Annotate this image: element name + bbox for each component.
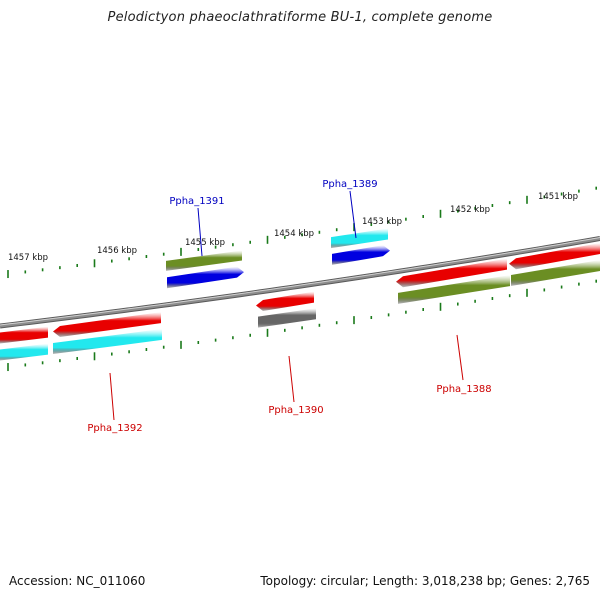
- scale-label: 1456 kbp: [97, 246, 137, 256]
- gene-label-leader: [109, 372, 115, 421]
- gene-label: Ppha_1391: [169, 196, 224, 207]
- page-title: Pelodictyon phaeoclathratiforme BU-1, co…: [107, 10, 493, 25]
- backbone-highlight: [0, 237, 600, 326]
- gene-feature-olive: [398, 275, 510, 304]
- gene-label: Ppha_1388: [436, 384, 491, 395]
- scale-label: 1454 kbp: [274, 229, 314, 239]
- gene-feature-cyan: [331, 228, 388, 249]
- gene-label-leader: [288, 355, 295, 403]
- gene-feature-cyan: [53, 328, 162, 355]
- gene-feature-red: [53, 312, 161, 338]
- scale-label: 1451 kbp: [538, 192, 578, 202]
- gene-feature-red: [396, 258, 507, 288]
- gene-label: Ppha_1392: [87, 423, 142, 434]
- gene-label-leader: [349, 190, 357, 239]
- accession-label: Accession: NC_011060: [9, 574, 146, 588]
- gene-label: Ppha_1390: [268, 405, 323, 416]
- gene-feature-olive: [511, 260, 600, 286]
- gene-label: Ppha_1389: [322, 179, 377, 190]
- scale-label: 1455 kbp: [185, 238, 225, 248]
- gene-label-leader: [456, 334, 464, 381]
- gene-feature-gray: [258, 308, 316, 328]
- gene-feature-red: [509, 243, 600, 270]
- gene-feature-blue: [167, 266, 244, 289]
- genome-summary: Topology: circular; Length: 3,018,238 bp…: [260, 574, 590, 588]
- scale-label: 1457 kbp: [8, 253, 48, 263]
- gene-feature-olive: [166, 250, 242, 271]
- gene-feature-blue: [332, 245, 390, 265]
- scale-label: 1452 kbp: [450, 205, 490, 215]
- gene-label-leader: [197, 207, 203, 257]
- gene-feature-red: [256, 291, 314, 311]
- gene-feature-cyan: [0, 343, 48, 361]
- backbone: [0, 237, 600, 328]
- scale-label: 1453 kbp: [362, 217, 402, 227]
- gene-feature-red: [0, 326, 48, 344]
